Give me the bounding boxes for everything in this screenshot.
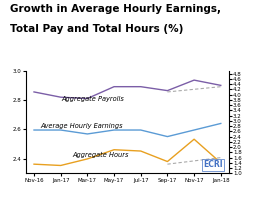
Text: ECRI: ECRI xyxy=(203,160,223,169)
Text: Aggregate Hours: Aggregate Hours xyxy=(73,152,129,158)
Text: Total Pay and Total Hours (%): Total Pay and Total Hours (%) xyxy=(10,24,184,34)
Text: Average Hourly Earnings: Average Hourly Earnings xyxy=(41,123,123,129)
Text: Aggregate Payrolls: Aggregate Payrolls xyxy=(61,96,124,102)
Text: Growth in Average Hourly Earnings,: Growth in Average Hourly Earnings, xyxy=(10,4,222,14)
